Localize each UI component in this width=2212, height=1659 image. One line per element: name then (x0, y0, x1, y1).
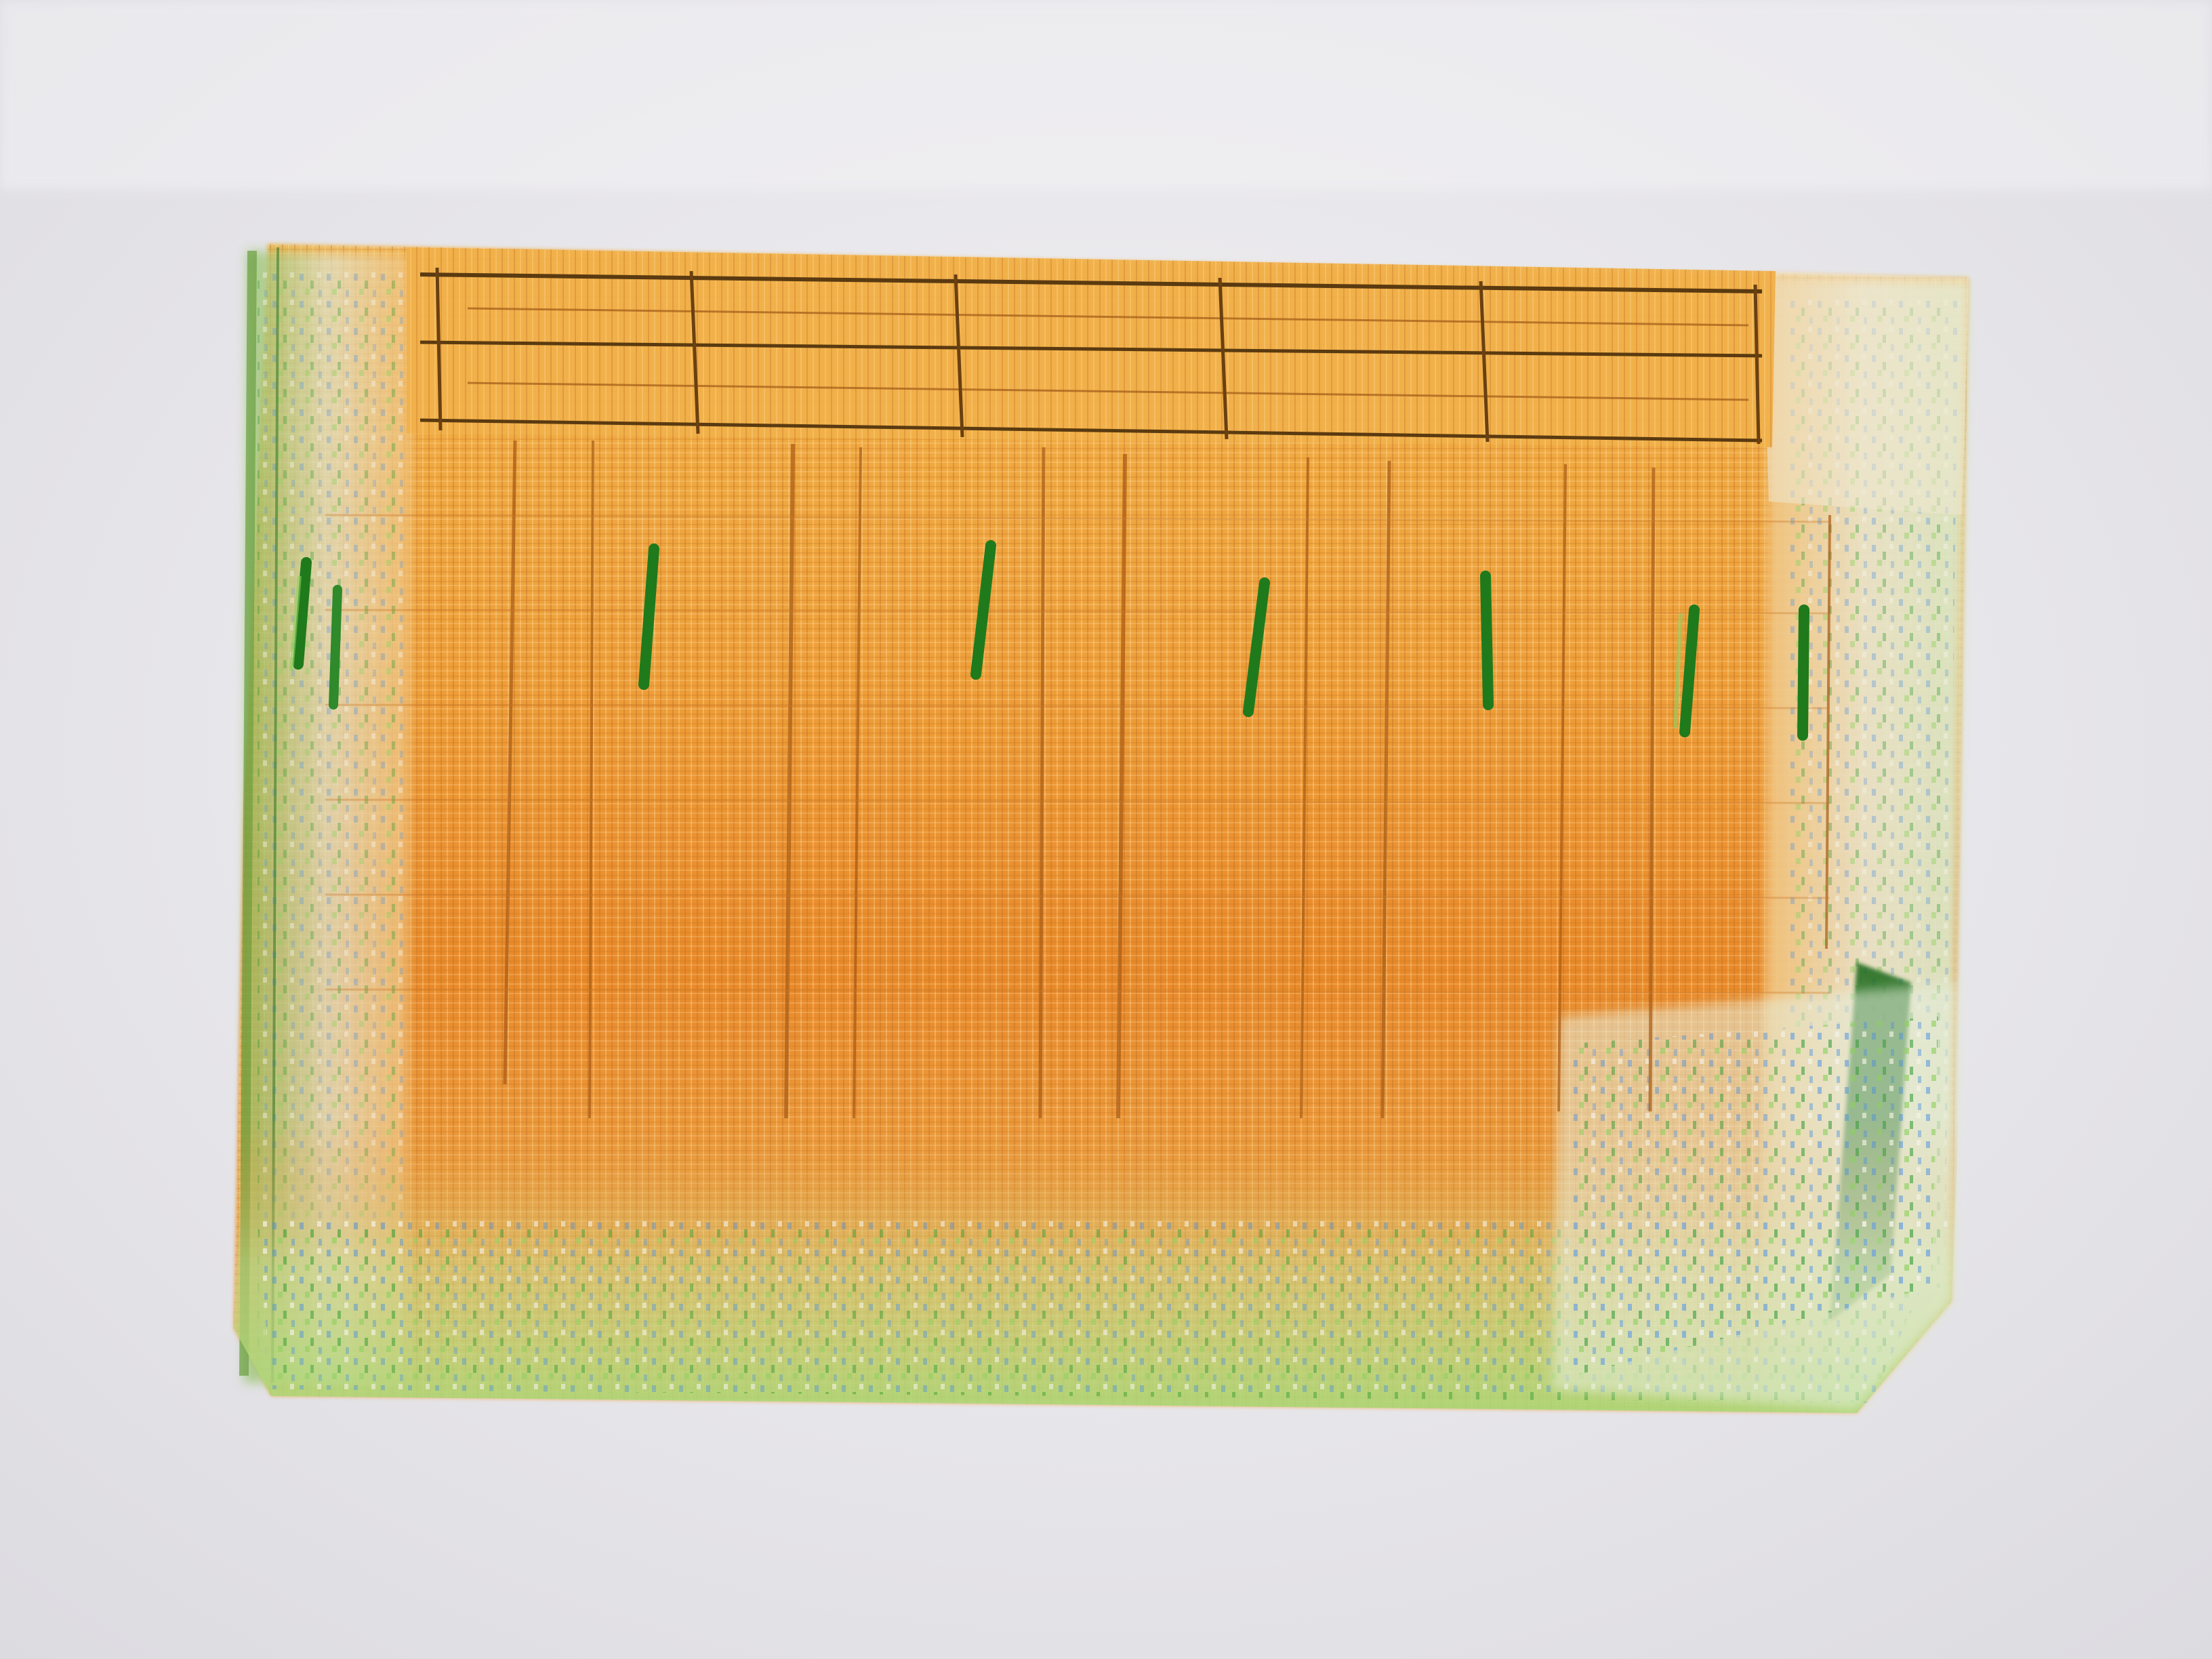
screen-area (234, 244, 1969, 1413)
green-mark (293, 557, 312, 670)
green-mark (1797, 605, 1809, 741)
green-mark (1679, 605, 1700, 737)
green-mark (638, 544, 659, 690)
green-mark (329, 585, 342, 710)
green-mark (1243, 577, 1270, 717)
green-mark (1480, 571, 1494, 710)
green-mark (970, 540, 996, 680)
header-table (407, 247, 1776, 447)
green-marks (293, 540, 1809, 741)
table-columns (503, 440, 1831, 1119)
